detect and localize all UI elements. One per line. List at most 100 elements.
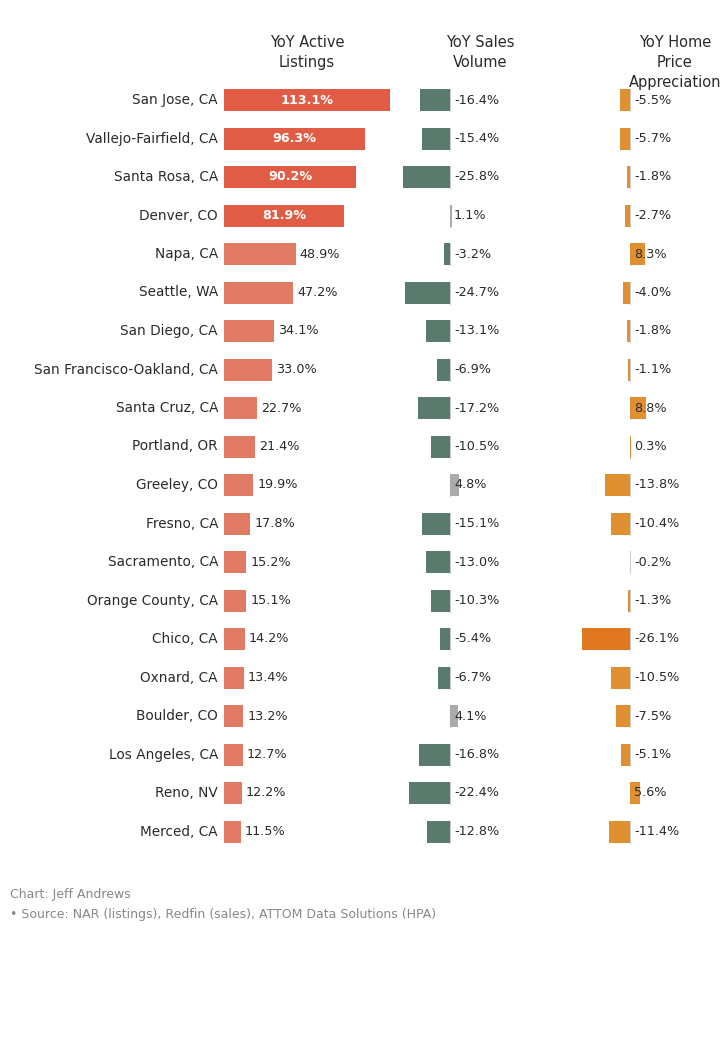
Bar bbox=[422, 513, 450, 535]
Text: 15.1%: 15.1% bbox=[250, 594, 291, 607]
Text: -10.5%: -10.5% bbox=[454, 440, 499, 453]
Text: YoY Sales
Volume: YoY Sales Volume bbox=[446, 35, 514, 70]
Text: Oxnard, CA: Oxnard, CA bbox=[141, 671, 218, 684]
Text: Chart: Jeff Andrews: Chart: Jeff Andrews bbox=[10, 888, 131, 901]
Text: 13.2%: 13.2% bbox=[248, 709, 288, 723]
Text: -10.4%: -10.4% bbox=[634, 517, 679, 530]
Text: 33.0%: 33.0% bbox=[277, 363, 317, 376]
Text: 15.2%: 15.2% bbox=[250, 555, 291, 569]
Bar bbox=[224, 628, 245, 650]
Text: -5.1%: -5.1% bbox=[634, 748, 671, 761]
Text: San Francisco-Oakland, CA: San Francisco-Oakland, CA bbox=[34, 363, 218, 376]
Text: -13.1%: -13.1% bbox=[454, 324, 499, 338]
Text: -0.2%: -0.2% bbox=[634, 555, 671, 569]
Bar bbox=[444, 243, 450, 265]
Text: 34.1%: 34.1% bbox=[278, 324, 319, 338]
Bar bbox=[611, 513, 630, 535]
Text: 1.1%: 1.1% bbox=[454, 209, 486, 222]
Text: -15.4%: -15.4% bbox=[454, 132, 499, 145]
Text: 8.8%: 8.8% bbox=[634, 401, 667, 415]
Text: 12.7%: 12.7% bbox=[247, 748, 288, 761]
Bar bbox=[620, 89, 630, 111]
Text: 4.1%: 4.1% bbox=[454, 709, 486, 723]
Text: Santa Cruz, CA: Santa Cruz, CA bbox=[116, 401, 218, 415]
Text: Santa Rosa, CA: Santa Rosa, CA bbox=[114, 170, 218, 184]
Bar bbox=[609, 821, 630, 842]
Bar bbox=[440, 628, 450, 650]
Bar bbox=[224, 205, 344, 227]
Text: -10.3%: -10.3% bbox=[454, 594, 499, 607]
Bar bbox=[419, 744, 450, 765]
Text: 22.7%: 22.7% bbox=[261, 401, 302, 415]
Text: Boulder, CO: Boulder, CO bbox=[136, 709, 218, 723]
Text: 81.9%: 81.9% bbox=[262, 209, 306, 222]
Text: Denver, CO: Denver, CO bbox=[139, 208, 218, 223]
Text: YoY Home
Price
Appreciation: YoY Home Price Appreciation bbox=[629, 35, 721, 89]
Bar bbox=[224, 89, 390, 111]
Text: 13.4%: 13.4% bbox=[248, 671, 288, 684]
Bar bbox=[426, 551, 450, 573]
Text: -2.7%: -2.7% bbox=[634, 209, 671, 222]
Bar bbox=[409, 782, 450, 804]
Text: 12.2%: 12.2% bbox=[246, 786, 286, 800]
Bar bbox=[438, 359, 450, 381]
Bar bbox=[419, 397, 450, 419]
Bar bbox=[224, 705, 243, 727]
Text: -13.0%: -13.0% bbox=[454, 555, 499, 569]
Text: -6.9%: -6.9% bbox=[454, 363, 491, 376]
Text: Merced, CA: Merced, CA bbox=[141, 825, 218, 838]
Text: 90.2%: 90.2% bbox=[268, 171, 312, 183]
Text: 19.9%: 19.9% bbox=[257, 478, 298, 492]
Text: -26.1%: -26.1% bbox=[634, 632, 679, 646]
Text: Napa, CA: Napa, CA bbox=[155, 246, 218, 261]
Bar bbox=[426, 320, 450, 342]
Text: 0.3%: 0.3% bbox=[634, 440, 667, 453]
Text: 48.9%: 48.9% bbox=[300, 248, 340, 260]
Text: San Diego, CA: San Diego, CA bbox=[121, 324, 218, 338]
Bar bbox=[431, 436, 450, 458]
Bar bbox=[450, 705, 457, 727]
Text: -15.1%: -15.1% bbox=[454, 517, 499, 530]
Text: Orange County, CA: Orange County, CA bbox=[87, 594, 218, 607]
Text: Fresno, CA: Fresno, CA bbox=[146, 517, 218, 530]
Text: -6.7%: -6.7% bbox=[454, 671, 491, 684]
Bar bbox=[625, 205, 630, 227]
Bar bbox=[224, 320, 274, 342]
Bar bbox=[224, 782, 242, 804]
Text: 17.8%: 17.8% bbox=[254, 517, 295, 530]
Bar bbox=[630, 782, 640, 804]
Bar bbox=[224, 282, 293, 304]
Bar bbox=[422, 128, 450, 150]
Text: -1.3%: -1.3% bbox=[634, 594, 671, 607]
Bar bbox=[427, 821, 450, 842]
Text: 21.4%: 21.4% bbox=[259, 440, 300, 453]
Text: -10.5%: -10.5% bbox=[634, 671, 679, 684]
Text: -22.4%: -22.4% bbox=[454, 786, 499, 800]
Bar bbox=[224, 243, 296, 265]
Text: -16.8%: -16.8% bbox=[454, 748, 499, 761]
Bar bbox=[627, 320, 630, 342]
Text: -16.4%: -16.4% bbox=[454, 94, 499, 106]
Bar bbox=[628, 590, 630, 612]
Bar bbox=[224, 474, 253, 496]
Text: -17.2%: -17.2% bbox=[454, 401, 499, 415]
Bar bbox=[403, 166, 450, 188]
Bar bbox=[224, 513, 250, 535]
Bar bbox=[450, 205, 452, 227]
Bar bbox=[224, 166, 357, 188]
Text: -1.1%: -1.1% bbox=[634, 363, 671, 376]
Bar bbox=[224, 128, 365, 150]
Text: Los Angeles, CA: Los Angeles, CA bbox=[108, 748, 218, 761]
Text: 47.2%: 47.2% bbox=[297, 286, 338, 300]
Text: Chico, CA: Chico, CA bbox=[152, 632, 218, 646]
Bar bbox=[224, 436, 256, 458]
Text: -4.0%: -4.0% bbox=[634, 286, 671, 300]
Text: Greeley, CO: Greeley, CO bbox=[136, 478, 218, 492]
Text: -12.8%: -12.8% bbox=[454, 825, 499, 838]
Text: -24.7%: -24.7% bbox=[454, 286, 499, 300]
Text: -13.8%: -13.8% bbox=[634, 478, 679, 492]
Bar bbox=[627, 166, 630, 188]
Text: San Jose, CA: San Jose, CA bbox=[132, 93, 218, 107]
Text: -5.5%: -5.5% bbox=[634, 94, 671, 106]
Text: YoY Active
Listings: YoY Active Listings bbox=[270, 35, 344, 70]
